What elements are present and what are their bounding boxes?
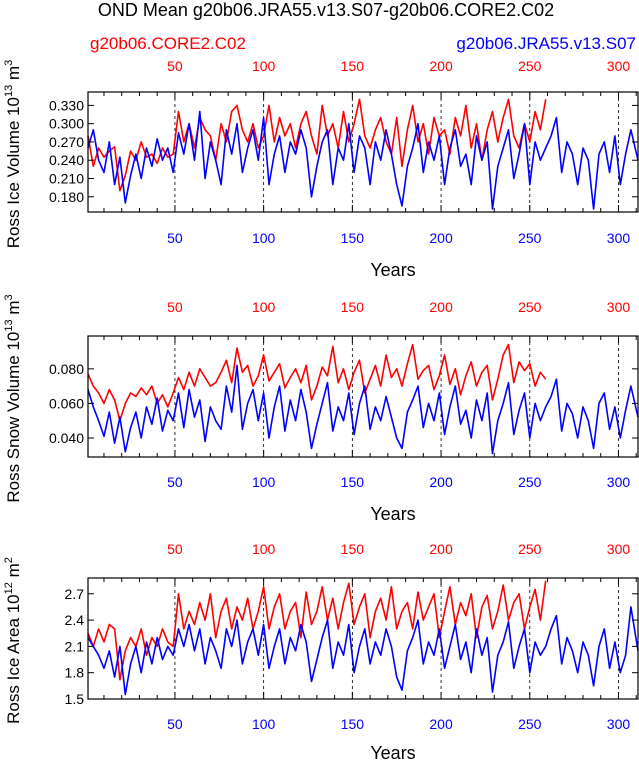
xtick-label-bottom: 100 <box>252 474 276 490</box>
xtick-label-bottom: 250 <box>518 716 542 732</box>
xtick-label-top: 50 <box>167 541 183 557</box>
xtick-label-bottom: 300 <box>607 230 631 246</box>
series-line-core2 <box>87 98 547 192</box>
xtick-label-top: 150 <box>341 58 365 74</box>
ytick-label: 0.040 <box>49 430 84 446</box>
yaxis-label: Ross Snow Volume 1013 m3 <box>3 294 23 502</box>
xtick-label-top: 250 <box>518 58 542 74</box>
xtick-label-top: 100 <box>252 299 276 315</box>
xtick-label-bottom: 150 <box>341 716 365 732</box>
yaxis-label: Ross Ice Area 1012 m2 <box>3 557 23 724</box>
xtick-label-bottom: 50 <box>167 474 183 490</box>
xtick-label-top: 100 <box>252 541 276 557</box>
ytick-label: 0.180 <box>49 189 84 205</box>
xtick-label-bottom: 150 <box>341 230 365 246</box>
series-line-jra55 <box>87 606 639 696</box>
xtick-label-bottom: 200 <box>429 230 453 246</box>
xaxis-label: Years <box>370 260 415 280</box>
series-line-jra55 <box>87 110 639 210</box>
xtick-label-top: 50 <box>167 58 183 74</box>
panel-1: 0.180 0.210 0.240 0.270 0.300 0.330 50 50 100 100… <box>3 58 639 280</box>
panel-2: 0.040 0.060 0.080 50 50 100 100 150 150 200 200 250… <box>3 294 639 524</box>
xtick-label-bottom: 200 <box>429 716 453 732</box>
xtick-label-bottom: 100 <box>252 716 276 732</box>
xtick-label-bottom: 200 <box>429 474 453 490</box>
xtick-label-top: 300 <box>607 299 631 315</box>
ytick-label: 2.7 <box>65 586 85 602</box>
xtick-label-top: 150 <box>341 299 365 315</box>
xtick-label-bottom: 100 <box>252 230 276 246</box>
xtick-label-bottom: 50 <box>167 230 183 246</box>
ytick-label: 2.1 <box>65 638 85 654</box>
ytick-label: 0.210 <box>49 170 84 186</box>
series-line-core2 <box>87 580 547 681</box>
xaxis-label: Years <box>370 504 415 524</box>
plot-frame <box>87 335 639 458</box>
series-line-jra55 <box>87 364 639 455</box>
ytick-label: 0.300 <box>49 116 84 132</box>
xtick-label-top: 300 <box>607 58 631 74</box>
xtick-label-top: 150 <box>341 541 365 557</box>
ytick-label: 1.5 <box>65 691 85 707</box>
ytick-label: 0.330 <box>49 97 84 113</box>
xtick-label-top: 200 <box>429 58 453 74</box>
xaxis-label: Years <box>370 743 415 762</box>
xtick-label-top: 50 <box>167 299 183 315</box>
xtick-label-bottom: 250 <box>518 474 542 490</box>
xtick-label-bottom: 150 <box>341 474 365 490</box>
series-line-core2 <box>87 343 547 422</box>
xtick-label-bottom: 300 <box>607 716 631 732</box>
ytick-label: 0.080 <box>49 361 84 377</box>
plot-frame <box>87 577 639 700</box>
xtick-label-top: 200 <box>429 299 453 315</box>
ytick-label: 1.8 <box>65 665 85 681</box>
yaxis-label: Ross Ice Volume 1013 m3 <box>3 60 23 248</box>
ytick-label: 0.060 <box>49 395 84 411</box>
xtick-label-bottom: 250 <box>518 230 542 246</box>
plot-frame <box>87 91 639 213</box>
xtick-label-bottom: 300 <box>607 474 631 490</box>
xtick-label-top: 100 <box>252 58 276 74</box>
legend-jra55: g20b06.JRA55.v13.S07 <box>456 34 636 53</box>
panel-3: 1.5 1.8 2.1 2.4 2.7 50 50 100 100 150 150 200 200 250… <box>3 541 639 762</box>
chart-title: OND Mean g20b06.JRA55.v13.S07-g20b06.COR… <box>98 0 554 20</box>
xtick-label-top: 300 <box>607 541 631 557</box>
legend-core2: g20b06.CORE2.C02 <box>90 34 246 53</box>
xtick-label-top: 200 <box>429 541 453 557</box>
xtick-label-bottom: 50 <box>167 716 183 732</box>
ytick-label: 0.240 <box>49 152 84 168</box>
ytick-label: 2.4 <box>65 612 85 628</box>
xtick-label-top: 250 <box>518 541 542 557</box>
ytick-label: 0.270 <box>49 134 84 150</box>
xtick-label-top: 250 <box>518 299 542 315</box>
